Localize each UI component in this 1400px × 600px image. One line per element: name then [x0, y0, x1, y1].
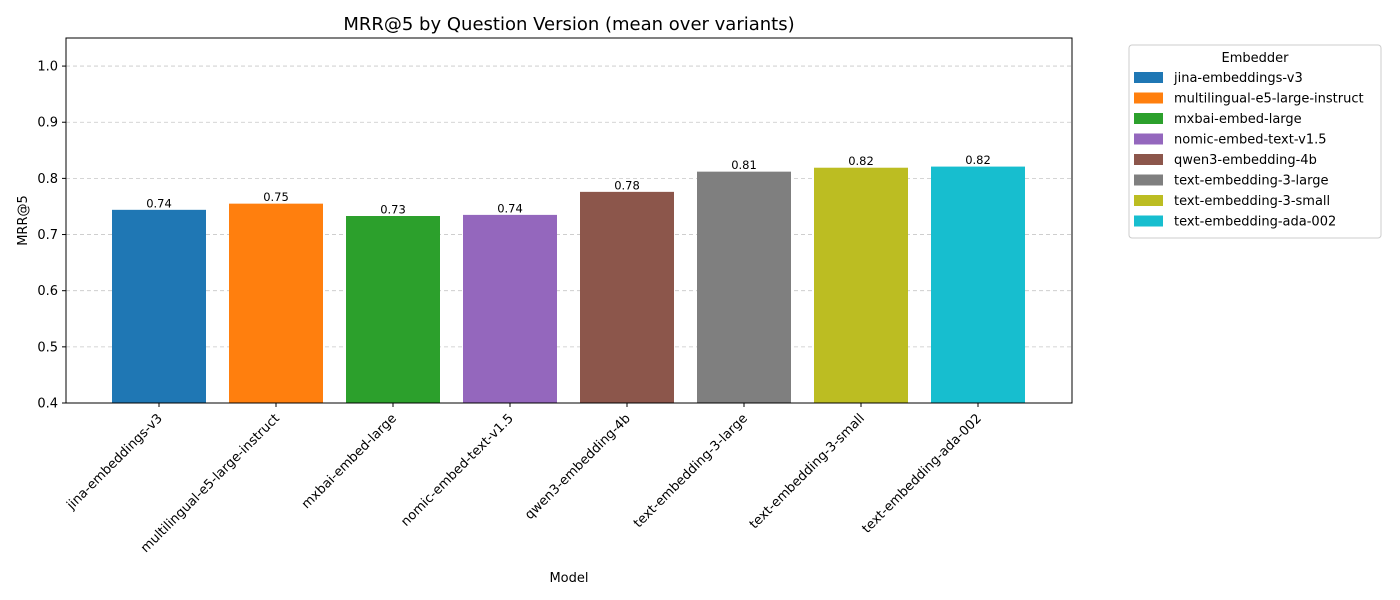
legend-entry-label: mxbai-embed-large [1174, 112, 1302, 127]
legend-swatch [1134, 133, 1163, 145]
y-tick-label: 0.9 [37, 116, 58, 131]
x-tick-label: nomic-embed-text-v1.5 [398, 411, 516, 529]
legend-entry-label: text-embedding-3-large [1174, 174, 1328, 189]
legend-entry-label: text-embedding-ada-002 [1174, 215, 1336, 230]
plot-frame [65, 37, 1073, 404]
y-tick-label: 0.5 [37, 340, 58, 355]
x-axis-ticks: jina-embeddings-v3multilingual-e5-large-… [63, 403, 985, 556]
legend-title: Embedder [1222, 51, 1290, 66]
legend-swatch [1134, 195, 1163, 206]
bar-value-label: 0.81 [731, 158, 757, 172]
legend-entry-label: nomic-embed-text-v1.5 [1174, 133, 1327, 148]
x-tick-label: jina-embeddings-v3 [63, 411, 165, 513]
x-tick-label: mxbai-embed-large [299, 411, 400, 512]
bar-value-labels: 0.74 0.75 0.73 0.74 0.78 0.81 0.82 0.82 [146, 153, 991, 216]
legend-swatch [1134, 113, 1163, 124]
bar-value-label: 0.82 [848, 154, 874, 168]
legend-swatch [1134, 215, 1163, 227]
x-axis-label: Model [549, 571, 588, 586]
bar-qwen3-embedding-4b [580, 191, 674, 403]
x-tick-label: multilingual-e5-large-instruct [138, 411, 283, 556]
y-tick-label: 1.0 [37, 60, 58, 75]
bar-value-label: 0.73 [380, 203, 406, 217]
bar-jina-embeddings-v3 [112, 209, 206, 403]
bar-text-embedding-3-large [697, 171, 791, 403]
bar-value-label: 0.82 [965, 153, 991, 167]
legend-entry-label: multilingual-e5-large-instruct [1174, 92, 1364, 107]
y-tick-label: 0.7 [37, 228, 58, 243]
bar-text-embedding-ada-002 [931, 166, 1025, 403]
bar-value-label: 0.74 [146, 196, 172, 210]
x-tick-label: text-embedding-ada-002 [859, 411, 984, 536]
x-tick-label: qwen3-embedding-4b [522, 411, 634, 523]
legend-swatch [1134, 92, 1163, 104]
bar-text-embedding-3-small [814, 167, 908, 403]
bar-value-label: 0.74 [497, 201, 523, 215]
chart-title: MRR@5 by Question Version (mean over var… [343, 14, 794, 35]
legend-box [1128, 44, 1382, 239]
legend-entry-label: qwen3-embedding-4b [1174, 153, 1317, 168]
bars [112, 166, 1025, 403]
bar-multilingual-e5-large-instruct [229, 203, 323, 403]
legend-entry-label: text-embedding-3-small [1174, 194, 1330, 209]
legend-swatch [1134, 72, 1163, 83]
legend: Embedder jina-embeddings-v3 multilingual-… [1128, 44, 1382, 239]
legend-swatch [1134, 174, 1163, 186]
bar-mxbai-embed-large [346, 216, 440, 403]
grid-lines [66, 65, 1072, 348]
y-tick-label: 0.8 [37, 172, 58, 187]
bar-value-label: 0.75 [263, 190, 289, 204]
y-axis-label: MRR@5 [16, 195, 31, 246]
y-tick-label: 0.4 [37, 397, 58, 412]
bar-value-label: 0.78 [614, 178, 640, 192]
x-tick-label: text-embedding-3-small [747, 411, 868, 532]
y-tick-label: 0.6 [37, 284, 58, 299]
x-tick-label: text-embedding-3-large [631, 411, 751, 531]
legend-entry-label: jina-embeddings-v3 [1173, 71, 1303, 86]
legend-swatch [1134, 154, 1163, 165]
legend-entries: jina-embeddings-v3 multilingual-e5-large-… [1134, 71, 1364, 230]
bar-nomic-embed-text-v1.5 [463, 214, 557, 403]
y-axis-ticks: 0.4 0.5 0.6 0.7 0.8 0.9 1.0 [37, 60, 66, 412]
